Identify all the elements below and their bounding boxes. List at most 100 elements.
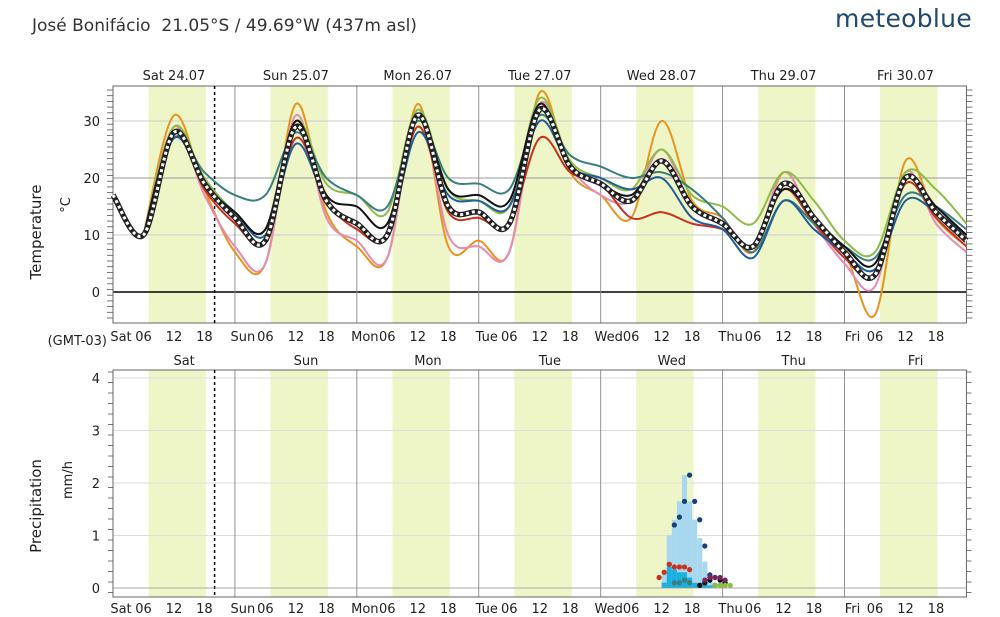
precip-dot [666, 561, 672, 567]
precip-bar-light [661, 572, 667, 588]
day-label: Tue 27.07 [507, 69, 572, 84]
hour-tick-label: 06 [867, 602, 884, 617]
hour-tick-label: 12 [410, 602, 427, 617]
precip-dot [702, 543, 708, 549]
hour-axis-day-label: Wed [595, 330, 623, 345]
hour-tick-label: 06 [257, 602, 274, 617]
precip-dot [727, 582, 733, 588]
precip-dot [681, 498, 688, 504]
day-label: Sun 25.07 [263, 69, 329, 84]
hour-axis-day-label: Sat [110, 330, 131, 345]
location-name: José Bonifácio [32, 16, 151, 36]
hour-tick-label: 12 [775, 330, 792, 345]
precip-dot [686, 472, 693, 478]
precip-bar-light [666, 535, 672, 588]
hour-tick-label: 06 [501, 602, 518, 617]
hour-tick-label: 12 [775, 602, 792, 617]
ytick-temp-label: 0 [92, 286, 100, 301]
hour-tick-label: 18 [196, 330, 213, 345]
precip-bar-dark [666, 567, 672, 588]
hour-tick-label: 18 [684, 330, 701, 345]
hour-tick-label: 12 [531, 330, 548, 345]
timezone-label: (GMT-03) [48, 334, 107, 349]
precip-axis-unit: mm/h [61, 461, 76, 499]
hour-tick-label: 18 [806, 330, 823, 345]
hour-tick-label: 06 [135, 602, 152, 617]
brand-logo[interactable]: meteoblue [835, 4, 972, 33]
precip-dot [671, 522, 677, 528]
precip-day-label: Wed [658, 354, 686, 369]
hour-tick-label: 18 [318, 602, 335, 617]
day-label: Thu 29.07 [750, 69, 817, 84]
precip-dot [712, 582, 718, 588]
precip-dot [661, 569, 667, 575]
hour-tick-label: 06 [623, 602, 640, 617]
precip-dot [692, 498, 698, 504]
daylight-band [148, 86, 206, 323]
hour-tick-label: 18 [684, 602, 701, 617]
precip-dot [676, 564, 683, 570]
hour-axis-day-label: Mon [351, 602, 378, 617]
temp-axis-unit: °C [59, 197, 74, 213]
precip-dot [681, 564, 688, 570]
hour-tick-label: 12 [410, 330, 427, 345]
precip-dot [697, 582, 703, 588]
hour-tick-label: 18 [806, 602, 823, 617]
hour-tick-label: 12 [166, 330, 183, 345]
precip-bar-light [687, 501, 693, 588]
day-label: Sat 24.07 [143, 69, 206, 84]
precip-dot [681, 577, 688, 583]
hour-axis-day-label: Tue [475, 602, 498, 617]
precip-day-label: Fri [908, 354, 924, 369]
precip-bar-dark [707, 585, 713, 588]
hour-tick-label: 06 [257, 330, 274, 345]
hour-axis-day-label: Thu [717, 330, 742, 345]
day-label: Mon 26.07 [383, 69, 452, 84]
precip-dot [717, 574, 723, 581]
hour-tick-label: 18 [928, 330, 945, 345]
daylight-band [636, 86, 694, 323]
precip-day-label: Sun [294, 354, 319, 369]
precip-bar-dark [661, 582, 667, 588]
precip-dot [676, 514, 683, 520]
hour-tick-label: 12 [531, 602, 548, 617]
precip-bar-dark [692, 582, 698, 588]
precip-dot [707, 574, 713, 581]
precip-bar-light [702, 561, 708, 588]
precip-day-label: Thu [781, 354, 806, 369]
hour-axis-day-label: Tue [475, 330, 498, 345]
location-coords: 21.05°S / 49.69°W (437m asl) [161, 16, 417, 36]
ytick-temp-label: 20 [83, 172, 100, 187]
hour-axis-day-label: Wed [595, 602, 623, 617]
precip-dot [722, 577, 728, 583]
hour-tick-label: 12 [653, 602, 670, 617]
precip-bar-light [676, 501, 682, 588]
ytick-temp-label: 10 [83, 229, 100, 244]
ytick-precip-label: 2 [92, 477, 100, 492]
precip-bar-dark [702, 582, 708, 588]
day-label: Fri 30.07 [877, 69, 934, 84]
hour-tick-label: 06 [379, 330, 396, 345]
precip-dot [712, 574, 718, 581]
hour-axis-day-label: Sun [231, 602, 256, 617]
hour-tick-label: 18 [562, 330, 579, 345]
hour-tick-label: 12 [288, 602, 305, 617]
day-label: Wed 28.07 [627, 69, 697, 84]
hour-tick-label: 06 [623, 330, 640, 345]
hour-tick-label: 06 [745, 330, 762, 345]
precip-day-label: Tue [538, 354, 561, 369]
hour-tick-label: 18 [318, 330, 335, 345]
precip-bar-light [697, 538, 703, 588]
precip-dot [671, 580, 677, 586]
hour-axis-day-label: Mon [351, 330, 378, 345]
hour-tick-label: 18 [440, 330, 457, 345]
precip-bar-light [681, 475, 688, 588]
precip-bar-dark [676, 572, 682, 588]
precip-dot [656, 574, 662, 581]
hour-tick-label: 06 [501, 330, 518, 345]
precip-plot-frame [112, 369, 967, 598]
hour-tick-label: 12 [897, 330, 914, 345]
location-title: José Bonifácio 21.05°S / 49.69°W (437m a… [32, 16, 417, 36]
hour-tick-label: 12 [897, 602, 914, 617]
